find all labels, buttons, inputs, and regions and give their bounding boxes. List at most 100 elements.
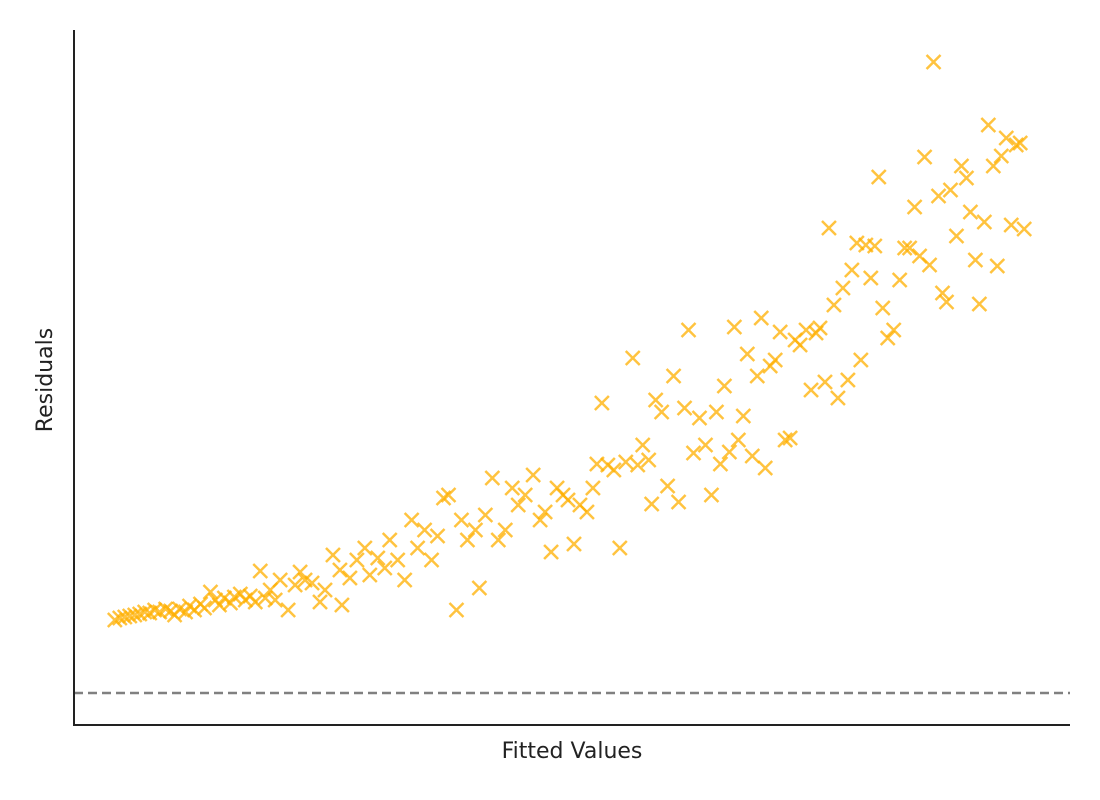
point <box>510 497 527 513</box>
point <box>826 297 842 313</box>
point <box>680 322 697 338</box>
point <box>703 487 720 503</box>
point <box>976 214 993 230</box>
point <box>670 494 687 510</box>
point-stroke <box>772 324 789 340</box>
point-stroke <box>730 432 747 448</box>
point-stroke <box>440 487 457 503</box>
point-stroke <box>901 240 918 256</box>
point-stroke <box>467 522 484 538</box>
point-stroke <box>267 592 284 608</box>
point-stroke <box>993 148 1010 164</box>
point-stroke <box>396 572 413 588</box>
point-stroke <box>593 395 610 411</box>
point <box>566 536 582 552</box>
point <box>821 220 837 236</box>
point <box>317 582 333 598</box>
point <box>798 322 814 338</box>
point <box>835 280 851 296</box>
point <box>126 607 143 623</box>
point-stroke <box>280 602 297 618</box>
point-stroke <box>292 564 308 580</box>
point-stroke <box>721 444 738 460</box>
point-stroke <box>196 600 213 616</box>
point-stroke <box>726 319 743 335</box>
point <box>985 158 1002 174</box>
point <box>504 480 521 496</box>
point-stroke <box>659 478 676 494</box>
point <box>953 158 970 174</box>
point <box>643 496 660 512</box>
point <box>409 540 426 556</box>
point <box>593 395 610 411</box>
point <box>381 532 398 548</box>
point <box>843 262 860 278</box>
point <box>862 270 879 286</box>
point <box>202 584 219 600</box>
point <box>453 512 470 528</box>
point <box>517 487 534 503</box>
point-stroke <box>712 456 729 472</box>
point-stroke <box>749 368 766 384</box>
point-stroke <box>146 602 163 618</box>
point-stroke <box>967 252 984 268</box>
point-stroke <box>334 597 350 613</box>
point-stroke <box>342 570 358 586</box>
point <box>916 149 933 165</box>
point <box>866 238 883 254</box>
point <box>921 257 938 273</box>
point <box>396 572 413 588</box>
point-stroke <box>566 536 582 552</box>
point-stroke <box>1008 137 1025 153</box>
point-stroke <box>879 330 896 346</box>
point <box>653 404 670 420</box>
point <box>459 532 476 548</box>
point <box>993 148 1010 164</box>
point-stroke <box>490 532 507 548</box>
point-stroke <box>782 430 799 446</box>
point-stroke <box>611 540 628 556</box>
point-stroke <box>448 602 465 618</box>
point <box>772 324 789 340</box>
point-stroke <box>389 552 406 568</box>
point-stroke <box>629 457 646 473</box>
point <box>617 454 634 470</box>
y-axis-label: Residuals <box>33 328 58 432</box>
point-stroke <box>325 547 341 563</box>
point-stroke <box>403 512 420 528</box>
point <box>659 478 676 494</box>
point <box>691 410 708 426</box>
point-stroke <box>361 567 378 583</box>
point <box>971 296 988 312</box>
point-stroke <box>852 352 869 368</box>
point <box>901 240 918 256</box>
point-stroke <box>962 204 979 220</box>
point <box>448 602 465 618</box>
point <box>312 594 328 610</box>
point <box>942 182 959 198</box>
point <box>665 368 682 384</box>
point <box>852 352 869 368</box>
point-stroke <box>938 294 955 310</box>
point <box>812 320 828 336</box>
point-stroke <box>605 462 622 478</box>
point <box>537 504 553 520</box>
point-stroke <box>634 437 651 453</box>
point-stroke <box>998 130 1015 146</box>
point <box>471 580 488 596</box>
point <box>429 528 446 544</box>
point-stroke <box>840 372 856 388</box>
point <box>403 512 420 528</box>
point-stroke <box>297 572 313 588</box>
point <box>1008 137 1025 153</box>
point-stroke <box>971 296 988 312</box>
point <box>440 487 457 503</box>
point <box>629 457 646 473</box>
point <box>925 54 942 70</box>
point-stroke <box>252 563 269 579</box>
point-stroke <box>697 437 714 453</box>
point <box>938 294 955 310</box>
point-stroke <box>680 322 697 338</box>
point-stroke <box>560 492 576 508</box>
